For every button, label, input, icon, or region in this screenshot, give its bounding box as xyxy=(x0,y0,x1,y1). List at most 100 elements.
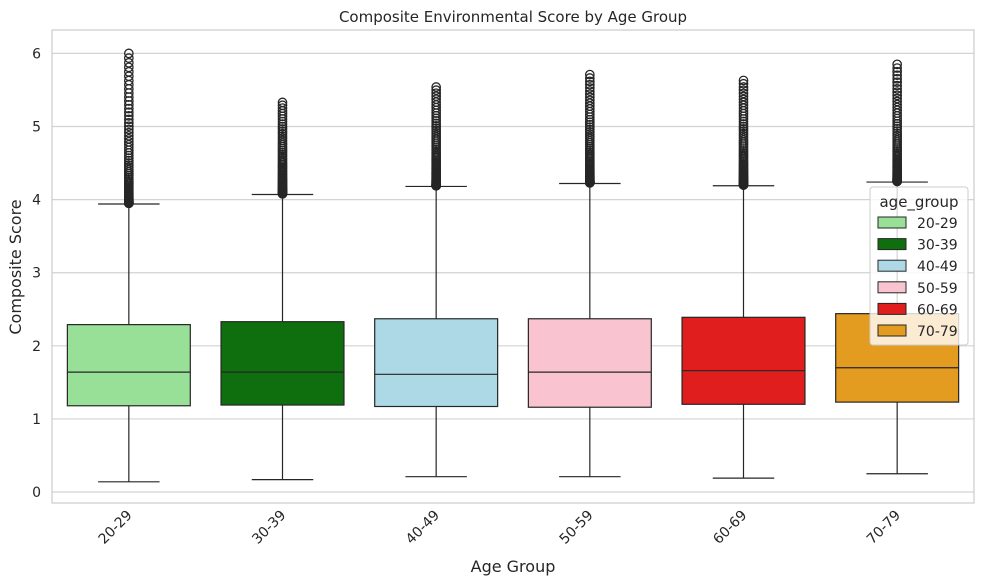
legend-swatch xyxy=(877,238,907,251)
x-axis-label: Age Group xyxy=(471,557,556,576)
outlier-point xyxy=(123,136,134,147)
legend-label: 50-59 xyxy=(917,281,958,297)
outliers xyxy=(277,97,288,199)
outlier-point xyxy=(892,121,903,132)
outlier-point xyxy=(123,111,134,121)
outlier-point xyxy=(123,107,134,118)
outlier-point xyxy=(123,57,134,68)
outlier-point xyxy=(431,91,442,102)
outlier-point xyxy=(738,94,749,105)
outlier-point xyxy=(738,75,749,86)
outlier-point xyxy=(584,69,595,80)
y-tick-label: 6 xyxy=(32,46,41,62)
outlier-point xyxy=(584,76,595,87)
outlier-point xyxy=(892,70,903,81)
outlier-point xyxy=(277,124,288,134)
legend-swatch xyxy=(877,324,907,337)
outlier-point xyxy=(892,96,903,107)
outlier-point xyxy=(892,80,903,91)
outlier-point xyxy=(431,118,442,129)
outlier-point xyxy=(123,53,134,63)
x-tick-labels: 20-29 30-39 40-49 50-59 60-69 70-79 xyxy=(96,508,904,548)
outlier-point xyxy=(892,87,903,97)
outliers xyxy=(892,59,903,187)
outlier-point xyxy=(738,91,749,102)
box-50-59 xyxy=(527,69,652,478)
iqr-box xyxy=(374,318,499,408)
boxes xyxy=(66,48,960,483)
outlier-point xyxy=(123,121,134,132)
legend-swatch xyxy=(877,259,907,272)
legend-label: 20-29 xyxy=(917,216,958,232)
plot-frame xyxy=(51,29,975,504)
outlier-point xyxy=(123,155,134,166)
legend-swatch xyxy=(877,302,907,315)
outlier-point xyxy=(892,59,903,70)
outlier-point xyxy=(123,117,134,128)
outlier-point xyxy=(277,121,288,132)
outlier-point xyxy=(584,119,595,130)
outlier-point xyxy=(431,88,442,99)
y-tick-label: 0 xyxy=(32,485,41,501)
legend-label: 40-49 xyxy=(917,259,958,275)
outlier-point xyxy=(892,99,903,110)
outlier-point xyxy=(584,95,595,106)
outlier-point xyxy=(431,116,442,126)
legend-swatch xyxy=(877,216,907,229)
outlier-point xyxy=(277,100,288,111)
iqr-box xyxy=(527,318,652,408)
outlier-point xyxy=(738,121,749,132)
box-30-39 xyxy=(220,97,345,481)
legend-label: 30-39 xyxy=(917,238,958,254)
box-20-29 xyxy=(66,48,191,483)
outlier-point xyxy=(123,114,134,125)
outlier-point xyxy=(738,82,749,92)
outlier-point xyxy=(892,123,903,134)
legend-title: age_group xyxy=(879,193,958,212)
y-axis-label: Composite Score xyxy=(6,199,25,334)
y-tick-label: 5 xyxy=(32,120,41,136)
outlier-point xyxy=(123,103,134,114)
outlier-point xyxy=(738,119,749,129)
x-tick-label: 50-59 xyxy=(557,508,597,548)
legend-label: 70-79 xyxy=(917,324,958,340)
legend-swatch xyxy=(877,281,907,294)
outlier-point xyxy=(584,83,595,93)
iqr-box xyxy=(66,324,191,407)
outlier-point xyxy=(584,79,595,90)
outlier-point xyxy=(738,78,749,89)
outlier-point xyxy=(123,66,134,77)
box-40-49 xyxy=(374,82,499,478)
outlier-point xyxy=(584,122,595,133)
outlier-point xyxy=(277,103,288,113)
legend-label: 60-69 xyxy=(917,302,958,318)
box-60-69 xyxy=(681,75,806,479)
outlier-point xyxy=(892,77,903,88)
outlier-point xyxy=(892,93,903,104)
outliers xyxy=(123,48,134,209)
x-tick-label: 60-69 xyxy=(710,508,750,548)
outliers xyxy=(584,69,595,188)
legend: age_group 20-29 30-39 40-49 50-59 60-69 70-79 xyxy=(869,186,969,346)
outlier-point xyxy=(584,86,595,96)
outlier-point xyxy=(431,85,442,95)
outlier-point xyxy=(738,88,749,99)
gridlines xyxy=(52,52,974,493)
outlier-point xyxy=(277,97,288,108)
iqr-box xyxy=(681,316,806,405)
outlier-point xyxy=(123,127,134,138)
outlier-point xyxy=(738,97,749,108)
outlier-point xyxy=(892,63,903,73)
outliers xyxy=(738,75,749,190)
outlier-point xyxy=(123,124,134,135)
outlier-point xyxy=(584,73,595,83)
outlier-point xyxy=(584,92,595,103)
x-tick-label: 20-29 xyxy=(96,508,136,548)
iqr-box xyxy=(220,321,345,406)
outlier-point xyxy=(738,85,749,96)
y-tick-label: 4 xyxy=(32,193,41,209)
chart-title: Composite Environmental Score by Age Gro… xyxy=(339,8,687,26)
outlier-point xyxy=(431,82,442,92)
